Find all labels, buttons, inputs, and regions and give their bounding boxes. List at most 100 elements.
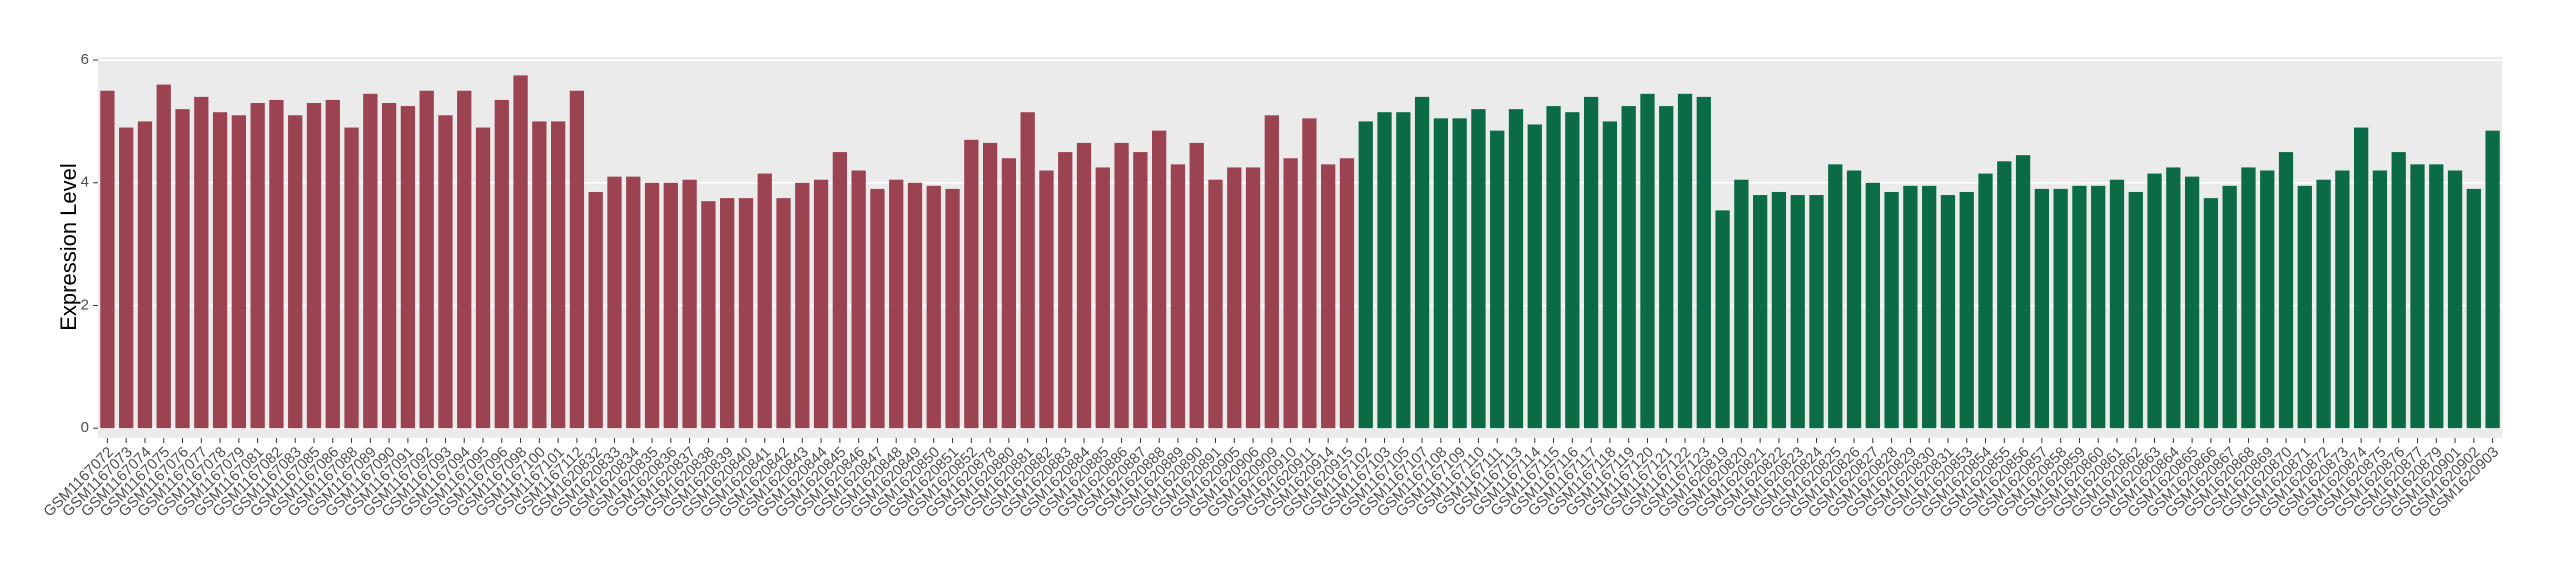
bar — [1095, 167, 1110, 429]
bar — [982, 142, 998, 429]
bar — [2297, 185, 2312, 429]
bar — [1471, 109, 1486, 429]
bar — [720, 198, 735, 429]
y-axis-label: Expression Level — [56, 163, 81, 331]
bar — [701, 201, 716, 429]
bar — [1076, 142, 1092, 429]
bar — [588, 191, 603, 429]
bar — [1659, 106, 1674, 429]
bar — [964, 139, 979, 429]
bar — [832, 152, 847, 429]
bar — [1208, 179, 1223, 429]
bar — [851, 170, 866, 429]
bar — [325, 99, 340, 429]
bar — [2316, 179, 2331, 429]
bar — [2278, 152, 2294, 429]
bar — [626, 176, 641, 429]
bar — [2485, 130, 2500, 429]
bar — [2260, 170, 2275, 429]
bar — [813, 179, 829, 429]
bar — [870, 188, 885, 429]
bar — [1771, 191, 1787, 429]
bar — [1283, 158, 1298, 429]
bar — [1997, 161, 2012, 429]
bar — [1696, 96, 1711, 429]
bar — [1734, 179, 1749, 429]
bar — [1602, 121, 1618, 429]
bar — [1583, 96, 1599, 429]
bar — [1490, 130, 1505, 429]
bar — [212, 112, 228, 429]
bar — [1245, 167, 1261, 429]
bar — [194, 96, 209, 429]
bar — [1884, 191, 1899, 429]
bar — [1978, 173, 1993, 429]
bar — [551, 121, 566, 429]
bar — [1546, 106, 1561, 429]
bar — [1114, 142, 1129, 429]
bar — [381, 103, 397, 429]
bar — [1715, 210, 1730, 429]
bar — [2391, 152, 2406, 429]
bar — [1264, 115, 1279, 429]
bar — [738, 198, 754, 429]
bar — [1358, 121, 1373, 429]
bar — [2335, 170, 2350, 429]
bar — [1828, 164, 1843, 429]
bar — [1527, 124, 1542, 429]
bar — [1790, 195, 1805, 429]
bar — [2466, 188, 2481, 429]
bar — [757, 173, 772, 429]
bar — [907, 182, 923, 429]
bar — [2147, 173, 2162, 429]
bar — [1039, 170, 1054, 429]
bar — [1302, 118, 1317, 429]
bar — [2222, 185, 2237, 429]
bar — [776, 198, 791, 429]
bar — [1189, 142, 1204, 429]
y-tick-label: 2 — [81, 296, 89, 313]
bar — [1508, 109, 1524, 429]
bar — [2447, 170, 2463, 429]
bar — [2109, 179, 2125, 429]
bar — [1565, 112, 1580, 429]
bar — [1170, 164, 1186, 429]
bar — [1753, 195, 1768, 429]
bar — [119, 127, 134, 429]
bar — [1959, 191, 1974, 429]
bar — [2034, 188, 2049, 429]
bar — [2128, 191, 2143, 429]
bar — [494, 99, 509, 429]
bar — [1227, 167, 1242, 429]
bar — [438, 115, 453, 429]
bar — [1940, 195, 1956, 429]
bar — [1903, 185, 1918, 429]
bar — [400, 106, 416, 429]
bar — [419, 90, 434, 429]
y-tick-label: 6 — [81, 51, 89, 68]
bar — [2372, 170, 2388, 429]
bar — [457, 90, 472, 429]
bar — [926, 185, 941, 429]
bar — [644, 182, 660, 429]
bar — [1058, 152, 1073, 429]
bar — [2015, 155, 2031, 429]
bar — [1133, 152, 1148, 429]
bar — [1809, 195, 1824, 429]
bar — [2203, 198, 2219, 429]
bar — [1452, 118, 1467, 429]
bar — [2354, 127, 2369, 429]
bar — [269, 99, 284, 429]
bar — [1321, 164, 1336, 429]
bar — [288, 115, 303, 429]
bar — [137, 121, 153, 429]
bar — [1640, 93, 1655, 429]
bar — [1396, 112, 1411, 429]
bar — [1621, 106, 1636, 429]
y-tick-label: 0 — [81, 419, 89, 436]
bar — [2241, 167, 2256, 429]
bar — [663, 182, 678, 429]
bar — [306, 103, 322, 429]
y-tick-label: 4 — [81, 174, 89, 191]
bar — [2410, 164, 2425, 429]
